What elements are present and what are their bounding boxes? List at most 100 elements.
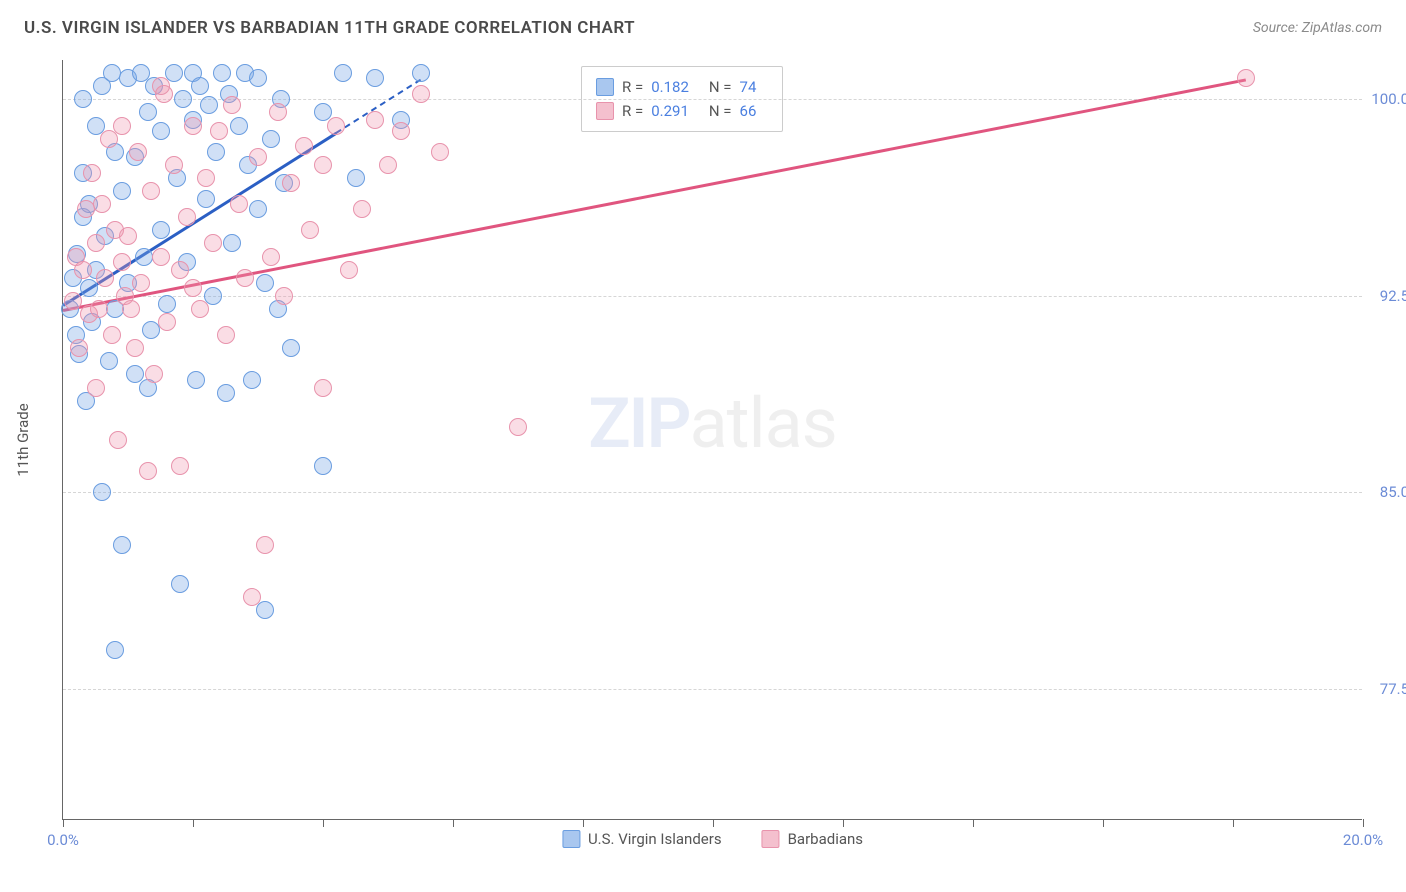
y-axis-title: 11th Grade	[14, 403, 32, 476]
data-point	[207, 143, 225, 161]
data-point	[106, 641, 124, 659]
n-label: N =	[709, 78, 732, 96]
data-point	[93, 483, 111, 501]
data-point	[236, 269, 254, 287]
data-point	[327, 117, 345, 135]
data-point	[87, 234, 105, 252]
bottom-legend: U.S. Virgin Islanders Barbadians	[562, 827, 863, 851]
plot-region: ZIPatlas 11th Grade R = 0.182 N = 74 R =…	[62, 60, 1362, 820]
y-tick-label: 85.0%	[1365, 483, 1406, 501]
x-tick-label: 20.0%	[1343, 831, 1383, 849]
data-point	[191, 300, 209, 318]
data-point	[87, 379, 105, 397]
gridline	[63, 492, 1362, 493]
data-point	[243, 371, 261, 389]
data-point	[366, 111, 384, 129]
data-point	[74, 90, 92, 108]
data-point	[129, 143, 147, 161]
swatch-series-1-bottom	[562, 830, 580, 848]
data-point	[165, 156, 183, 174]
x-tick	[1233, 819, 1234, 827]
data-point	[64, 292, 82, 310]
data-point	[184, 117, 202, 135]
data-point	[142, 182, 160, 200]
data-point	[152, 248, 170, 266]
data-point	[379, 156, 397, 174]
swatch-series-1	[596, 78, 614, 96]
gridline	[63, 99, 1362, 100]
data-point	[249, 148, 267, 166]
data-point	[171, 261, 189, 279]
data-point	[217, 326, 235, 344]
data-point	[139, 462, 157, 480]
x-tick	[973, 819, 974, 827]
x-tick	[453, 819, 454, 827]
data-point	[249, 200, 267, 218]
data-point	[366, 69, 384, 87]
data-point	[282, 339, 300, 357]
data-point	[353, 200, 371, 218]
legend-item-series-2: Barbadians	[762, 827, 863, 851]
r-value-series-2: 0.291	[651, 102, 689, 120]
data-point	[262, 248, 280, 266]
chart-area: ZIPatlas 11th Grade R = 0.182 N = 74 R =…	[62, 60, 1362, 820]
data-point	[152, 77, 170, 95]
data-point	[70, 339, 88, 357]
data-point	[334, 64, 352, 82]
y-tick-label: 77.5%	[1365, 680, 1406, 698]
r-label: R =	[622, 102, 643, 120]
data-point	[256, 601, 274, 619]
n-value-series-2: 66	[740, 102, 757, 120]
data-point	[103, 64, 121, 82]
data-point	[275, 287, 293, 305]
data-point	[171, 575, 189, 593]
data-point	[139, 103, 157, 121]
data-point	[152, 122, 170, 140]
r-label: R =	[622, 78, 643, 96]
watermark: ZIPatlas	[588, 383, 837, 465]
data-point	[347, 169, 365, 187]
data-point	[314, 457, 332, 475]
legend-item-series-1: U.S. Virgin Islanders	[562, 827, 722, 851]
data-point	[412, 64, 430, 82]
x-tick	[583, 819, 584, 827]
data-point	[204, 234, 222, 252]
data-point	[142, 321, 160, 339]
data-point	[122, 300, 140, 318]
source-label: Source: ZipAtlas.com	[1253, 20, 1382, 36]
y-tick-label: 92.5%	[1365, 287, 1406, 305]
watermark-atlas: atlas	[690, 383, 837, 465]
data-point	[210, 122, 228, 140]
data-point	[314, 379, 332, 397]
data-point	[269, 103, 287, 121]
data-point	[187, 371, 205, 389]
data-point	[93, 195, 111, 213]
stats-row-series-1: R = 0.182 N = 74	[596, 75, 768, 99]
data-point	[223, 234, 241, 252]
data-point	[152, 221, 170, 239]
data-point	[249, 69, 267, 87]
swatch-series-2-bottom	[762, 830, 780, 848]
x-tick	[1363, 819, 1364, 827]
gridline	[63, 296, 1362, 297]
data-point	[301, 221, 319, 239]
gridline	[63, 689, 1362, 690]
data-point	[230, 195, 248, 213]
r-value-series-1: 0.182	[651, 78, 689, 96]
data-point	[119, 227, 137, 245]
data-point	[158, 313, 176, 331]
series-2-name: Barbadians	[788, 830, 863, 848]
data-point	[213, 64, 231, 82]
data-point	[174, 90, 192, 108]
data-point	[256, 274, 274, 292]
data-point	[340, 261, 358, 279]
data-point	[509, 418, 527, 436]
data-point	[178, 208, 196, 226]
data-point	[262, 130, 280, 148]
data-point	[282, 174, 300, 192]
data-point	[96, 269, 114, 287]
data-point	[74, 261, 92, 279]
data-point	[243, 588, 261, 606]
data-point	[126, 339, 144, 357]
data-point	[256, 536, 274, 554]
